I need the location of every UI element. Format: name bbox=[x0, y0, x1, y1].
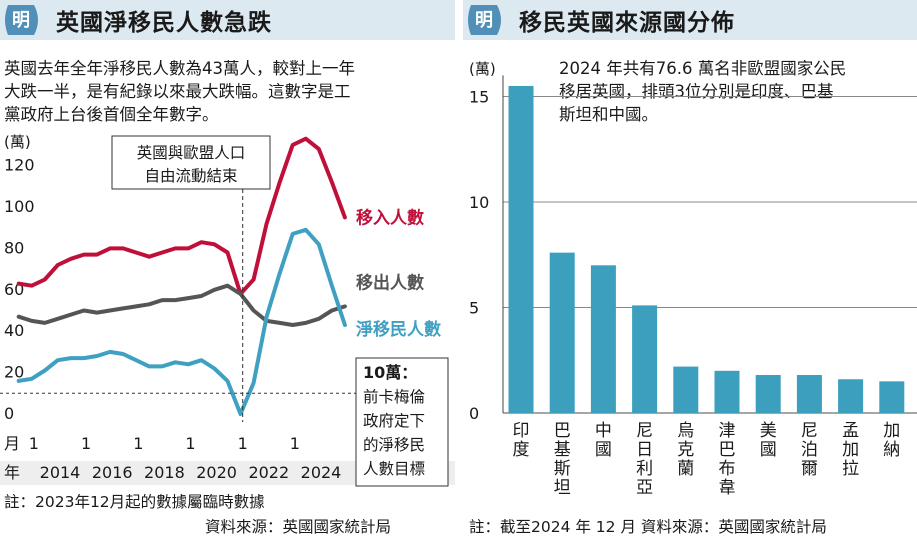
year-tick-label: 2024 bbox=[301, 463, 342, 482]
left-title-band bbox=[0, 0, 455, 40]
target-annotation-line: 的淨移民 bbox=[363, 436, 425, 454]
bar-category-label: 尼泊爾 bbox=[800, 421, 818, 479]
month-tick-label: 1 bbox=[185, 434, 195, 453]
bar-category-label: 津巴布韋 bbox=[718, 421, 736, 498]
y-tick-label: 80 bbox=[4, 238, 24, 257]
target-annotation-line: 人數目標 bbox=[363, 460, 425, 478]
y-tick-label: 15 bbox=[469, 88, 489, 107]
brexit-annotation-box bbox=[111, 135, 271, 190]
month-tick-label: 1 bbox=[29, 434, 39, 453]
series-line bbox=[16, 136, 347, 296]
year-axis-label: 年 bbox=[4, 463, 20, 482]
bar bbox=[508, 85, 534, 413]
right-unit-label: (萬) bbox=[469, 60, 496, 78]
series-label: 淨移民人數 bbox=[356, 319, 441, 340]
bar-category-label: 巴基斯坦 bbox=[553, 421, 571, 498]
left-intro-line: 大跌一半，是有紀錄以來最大跌幅。這數字是工 bbox=[4, 82, 351, 101]
bar-category-label: 孟加拉 bbox=[842, 421, 860, 479]
series-label: 移出人數 bbox=[356, 272, 424, 293]
bar bbox=[590, 265, 616, 413]
logo-text: 明 bbox=[12, 10, 30, 31]
right-intro-line: 移居英國，排頭3位分別是印度、巴基 bbox=[559, 82, 834, 101]
series-line bbox=[16, 283, 347, 327]
bar bbox=[549, 252, 575, 413]
bar bbox=[632, 305, 658, 413]
logo-text: 明 bbox=[475, 10, 493, 31]
right-title-bar: 明 移民英國來源國分佈 bbox=[463, 0, 917, 40]
target-annotation-head: 10萬： bbox=[363, 363, 417, 382]
bar bbox=[879, 381, 905, 413]
left-chart-title: 英國淨移民人數急跌 bbox=[56, 10, 272, 36]
year-tick-label: 2020 bbox=[196, 463, 237, 482]
y-tick-label: 40 bbox=[4, 321, 24, 340]
y-tick-label: 0 bbox=[469, 404, 479, 423]
month-axis-label: 月 bbox=[4, 434, 20, 453]
left-footnote: 註：2023年12月起的數據屬臨時數據 bbox=[4, 493, 265, 511]
year-tick-label: 2016 bbox=[92, 463, 133, 482]
target-annotation-line: 前卡梅倫 bbox=[363, 388, 426, 406]
bar-category-label: 印度 bbox=[512, 421, 530, 460]
month-tick-label: 1 bbox=[290, 434, 300, 453]
bar-category-label: 中國 bbox=[594, 421, 612, 460]
left-unit-label: (萬) bbox=[4, 133, 31, 151]
bar-category-label: 尼日利亞 bbox=[636, 421, 654, 498]
bar bbox=[755, 375, 781, 413]
origin-country-panel: 明 移民英國來源國分佈 (萬) 2024 年共有76.6 萬名非歐盟國家公民 移… bbox=[463, 0, 917, 537]
year-tick-label: 2022 bbox=[248, 463, 289, 482]
left-intro-text: 英國去年全年淨移民人數為43萬人，較對上一年 大跌一半，是有紀錄以來最大跌幅。這… bbox=[4, 57, 452, 126]
month-tick-label: 1 bbox=[81, 434, 91, 453]
right-intro-line: 2024 年共有76.6 萬名非歐盟國家公民 bbox=[559, 59, 847, 78]
bar bbox=[796, 375, 822, 413]
target-annotation-line: 政府定下 bbox=[363, 412, 425, 430]
y-tick-label: 20 bbox=[4, 363, 24, 382]
month-tick-label: 1 bbox=[238, 434, 248, 453]
left-title-bar: 明 英國淨移民人數急跌 bbox=[0, 0, 455, 40]
brexit-annotation-line: 自由流動結束 bbox=[144, 167, 237, 185]
y-tick-label: 5 bbox=[469, 299, 479, 318]
y-tick-label: 120 bbox=[4, 156, 35, 175]
year-tick-label: 2014 bbox=[40, 463, 81, 482]
month-tick-label: 1 bbox=[133, 434, 143, 453]
series-label: 移入人數 bbox=[356, 207, 424, 228]
right-footer: 註：截至2024 年 12 月 資料來源：英國國家統計局 bbox=[469, 518, 827, 536]
series-line bbox=[16, 227, 347, 416]
y-tick-label: 0 bbox=[4, 404, 14, 423]
y-tick-label: 10 bbox=[469, 193, 489, 212]
bar bbox=[673, 366, 699, 413]
left-intro-line: 黨政府上台後首個全年數字。 bbox=[4, 105, 219, 124]
right-intro-text: 2024 年共有76.6 萬名非歐盟國家公民 移居英國，排頭3位分別是印度、巴基… bbox=[559, 57, 915, 126]
right-chart-title: 移民英國來源國分佈 bbox=[519, 10, 735, 36]
right-intro-line: 斯坦和中國。 bbox=[559, 105, 658, 124]
bar-category-label: 美國 bbox=[759, 421, 777, 460]
left-source: 資料來源：英國國家統計局 bbox=[205, 518, 392, 536]
left-intro-line: 英國去年全年淨移民人數為43萬人，較對上一年 bbox=[4, 59, 355, 78]
y-tick-label: 100 bbox=[4, 197, 35, 216]
bar bbox=[714, 370, 740, 413]
immigration-trend-panel: 明 英國淨移民人數急跌 英國去年全年淨移民人數為43萬人，較對上一年 大跌一半，… bbox=[0, 0, 455, 537]
ming-pao-logo bbox=[468, 5, 501, 35]
bar-category-label: 烏克蘭 bbox=[677, 421, 695, 479]
bar-category-label: 加納 bbox=[883, 421, 901, 460]
ming-pao-logo bbox=[5, 5, 38, 35]
right-title-band bbox=[463, 0, 917, 40]
year-tick-label: 2018 bbox=[144, 463, 185, 482]
bar bbox=[838, 379, 864, 413]
target-annotation-box bbox=[355, 357, 449, 487]
brexit-annotation-line: 英國與歐盟人口 bbox=[137, 144, 246, 162]
